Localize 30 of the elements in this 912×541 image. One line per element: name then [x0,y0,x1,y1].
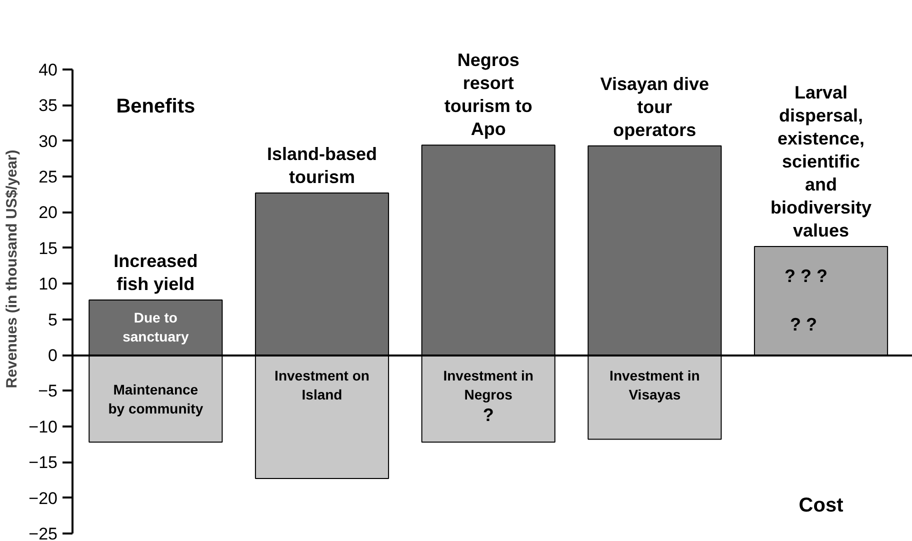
annotation: ? ? ? [784,266,828,286]
y-tick-label: 20 [38,203,58,222]
annotation: Investment in Visayas [610,367,700,403]
y-tick-label: 5 [48,310,58,330]
y-tick-label: 25 [38,168,58,187]
y-tick-label: −15 [28,453,58,472]
y-tick-label: −5 [38,382,58,401]
y-tick-label: 40 [38,60,58,80]
annotation: Benefits [116,96,196,118]
annotation: Cost [798,494,844,517]
annotation: ? ? [790,314,818,335]
x-tick-label: Larval dispersal, existence, scientific and biodiversity values [770,82,872,241]
y-axis-title: Revenues (in thousand US$/year) [4,150,21,388]
y-tick-label: 0 [48,346,58,366]
annotation: Due to sanctuary [122,309,189,345]
y-tick-label: 10 [38,274,58,294]
y-tick-label: −10 [28,417,58,436]
x-tick-label: Island-based tourism [266,144,378,187]
x-tick-label: Negros resort tourism to Apo [444,50,532,140]
y-tick-label: 35 [38,96,58,116]
x-tick-label: Increased fish yield [114,251,198,294]
annotation: ? [482,405,494,426]
y-tick-label: 15 [38,238,58,258]
y-tick-label: 30 [38,132,58,151]
x-tick-label: Visayan dive tour operators [600,74,710,140]
annotation: Investment in Negros [443,367,534,403]
annotation: Investment on Island [274,367,370,403]
annotation: Maintenance by community [108,381,204,417]
y-tick-label: −25 [28,524,58,541]
y-tick-label: −20 [28,488,58,508]
